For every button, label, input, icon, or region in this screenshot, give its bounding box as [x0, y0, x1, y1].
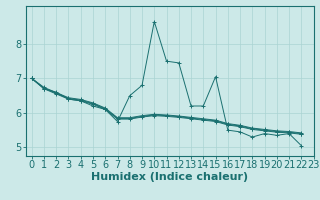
- X-axis label: Humidex (Indice chaleur): Humidex (Indice chaleur): [91, 172, 248, 182]
